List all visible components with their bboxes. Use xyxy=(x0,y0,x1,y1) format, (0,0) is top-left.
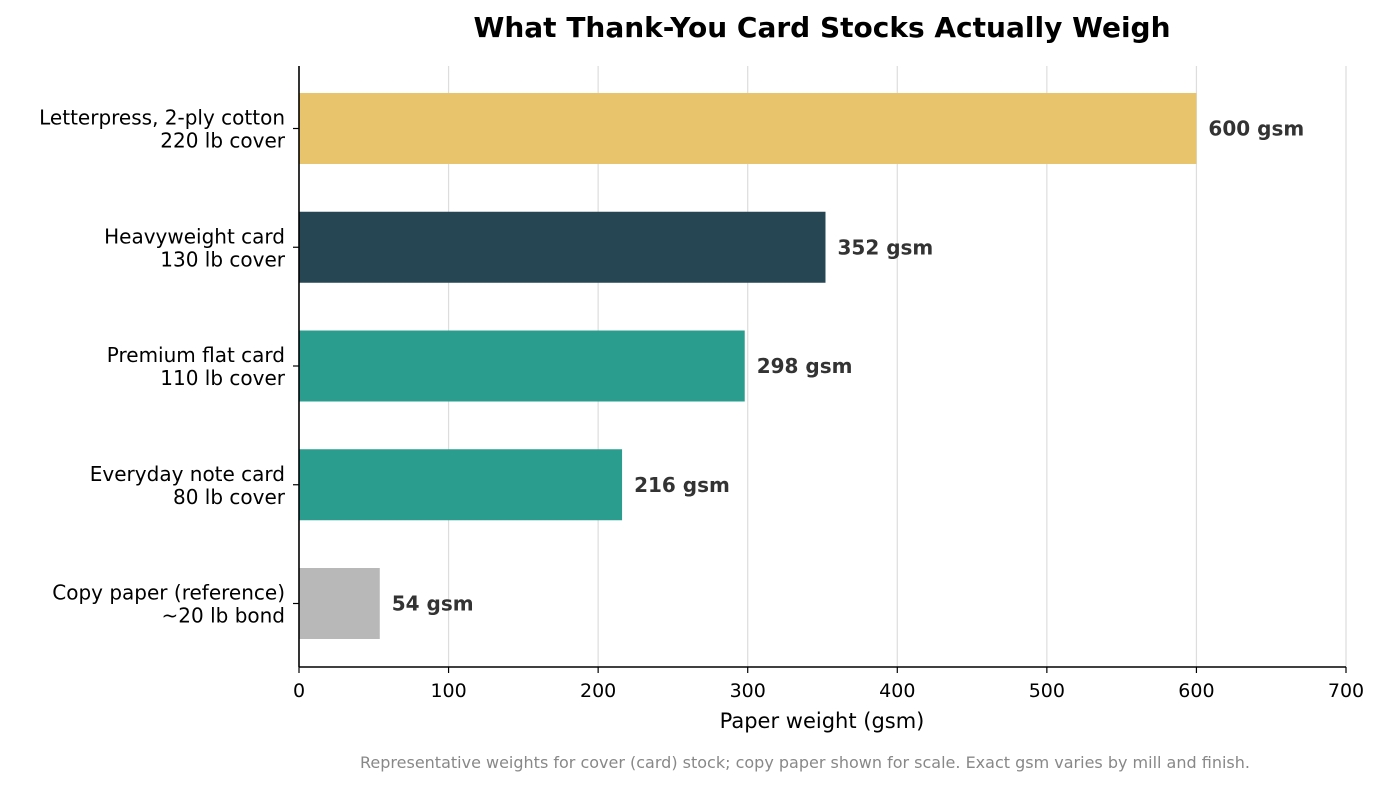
x-tick-label: 300 xyxy=(730,680,766,702)
axes xyxy=(293,66,1347,673)
y-tick-label: Heavyweight card 130 lb cover xyxy=(104,224,286,271)
y-tick-label-line: Premium flat card xyxy=(107,343,285,367)
y-tick-label-line: Copy paper (reference) xyxy=(52,581,285,605)
y-tick-label-line: 80 lb cover xyxy=(173,485,286,509)
y-tick-label-line: Letterpress, 2-ply cotton xyxy=(39,106,285,130)
bar xyxy=(299,93,1197,164)
bars xyxy=(299,93,1197,639)
data-label: 352 gsm xyxy=(837,235,933,259)
y-tick-label-line: ~20 lb bond xyxy=(162,604,285,628)
bar xyxy=(299,211,826,283)
x-tick-label: 600 xyxy=(1178,680,1214,702)
y-tick-label-line: 220 lb cover xyxy=(160,129,286,153)
y-tick-label: Copy paper (reference) ~20 lb bond xyxy=(52,581,285,628)
data-label: 298 gsm xyxy=(757,354,853,378)
y-tick-label-line: 110 lb cover xyxy=(160,366,286,390)
bar xyxy=(299,449,623,521)
y-tick-label-line: 130 lb cover xyxy=(160,247,286,271)
y-tick-label: Everyday note card 80 lb cover xyxy=(90,462,286,509)
x-tick-label: 400 xyxy=(879,680,915,702)
y-tick-label-line: Heavyweight card xyxy=(104,224,285,248)
x-tick-label: 700 xyxy=(1328,680,1364,702)
x-tick-label: 500 xyxy=(1029,680,1065,702)
labels: 0 100 200 300 400 500 600 700 Letterpress, 2-ply… xyxy=(39,106,1364,703)
x-axis-label: Paper weight (gsm) xyxy=(720,709,925,733)
gridlines xyxy=(447,66,1347,667)
x-tick-label: 100 xyxy=(430,680,466,702)
bar xyxy=(299,568,380,639)
y-tick-label-line: Everyday note card xyxy=(90,462,285,486)
data-label: 216 gsm xyxy=(634,473,730,497)
data-label: 54 gsm xyxy=(392,592,474,616)
y-tick-label: Premium flat card 110 lb cover xyxy=(107,343,286,390)
x-tick-label: 200 xyxy=(580,680,616,702)
y-tick-label: Letterpress, 2-ply cotton 220 lb cover xyxy=(39,106,286,153)
x-tick-label: 0 xyxy=(293,680,305,702)
chart-title: What Thank-You Card Stocks Actually Weig… xyxy=(473,11,1170,44)
bar xyxy=(299,330,745,402)
footnote: Representative weights for cover (card) … xyxy=(360,753,1250,772)
data-label: 600 gsm xyxy=(1208,117,1304,141)
